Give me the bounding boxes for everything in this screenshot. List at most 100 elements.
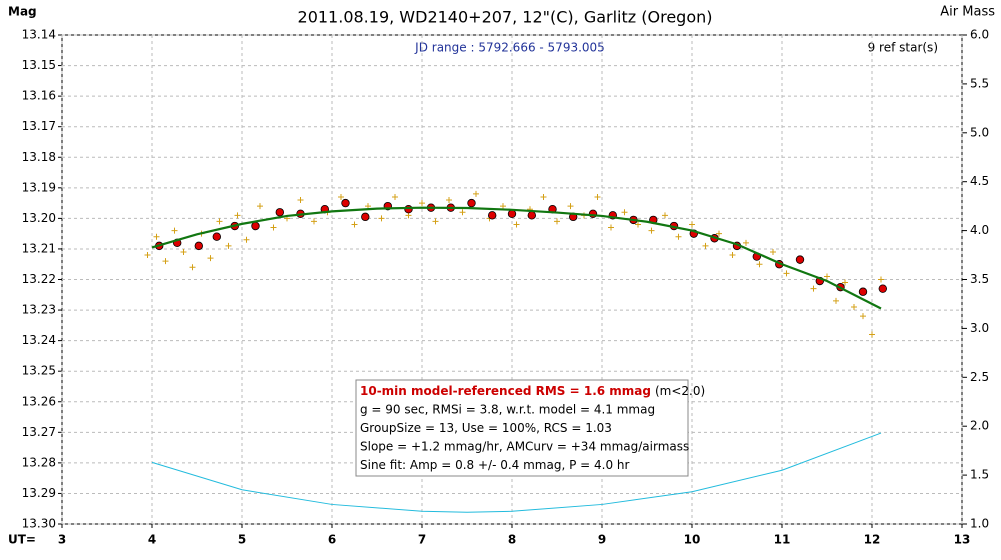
plus-point bbox=[513, 221, 520, 228]
plus-point bbox=[756, 261, 763, 268]
subtitle: JD range : 5792.666 - 5793.005 bbox=[414, 41, 605, 55]
plus-point bbox=[540, 193, 547, 200]
plus-point bbox=[270, 224, 277, 231]
plus-point bbox=[378, 215, 385, 222]
point bbox=[795, 255, 805, 264]
point bbox=[527, 211, 536, 220]
annotation-line: Sine fit: Amp = 0.8 +/- 0.4 mmag, P = 4.… bbox=[360, 458, 630, 472]
y-tick-label: 13.16 bbox=[22, 89, 56, 103]
plus-point bbox=[689, 221, 695, 228]
annotation-line: g = 90 sec, RMSi = 3.8, w.r.t. model = 4… bbox=[360, 403, 655, 417]
plus-point bbox=[144, 252, 151, 259]
plus-point bbox=[162, 258, 169, 265]
x-tick-label: 12 bbox=[864, 533, 881, 547]
x-tick-label: 13 bbox=[954, 533, 971, 547]
plus-point bbox=[851, 304, 857, 311]
plus-point bbox=[824, 273, 830, 280]
y2-tick-label: 3.5 bbox=[970, 272, 989, 286]
plus-point bbox=[869, 331, 875, 338]
line bbox=[151, 432, 882, 513]
plus-point bbox=[675, 233, 682, 240]
chart-title: 2011.08.19, WD2140+207, 12"(C), Garlitz … bbox=[298, 8, 713, 27]
point bbox=[878, 284, 887, 293]
plus-point bbox=[243, 236, 250, 243]
y-axis-label: Mag bbox=[8, 5, 37, 19]
y-tick-label: 13.20 bbox=[22, 211, 56, 225]
headline: 10-min model-referenced RMS = 1.6 mmag bbox=[360, 384, 651, 398]
x-tick-label: 4 bbox=[148, 533, 156, 547]
x-tick-label: 8 bbox=[508, 533, 516, 547]
y2-tick-label: 5.5 bbox=[970, 76, 989, 90]
plus-point bbox=[257, 203, 263, 210]
y-tick-label: 13.24 bbox=[22, 333, 56, 347]
y-tick-label: 13.15 bbox=[22, 58, 56, 72]
point bbox=[251, 221, 260, 231]
y2-tick-label: 2.0 bbox=[970, 419, 989, 433]
x-tick-label: 6 bbox=[328, 533, 336, 547]
plus-point bbox=[860, 313, 866, 320]
point bbox=[404, 205, 413, 214]
plus-point bbox=[171, 227, 178, 234]
y2-tick-label: 2.5 bbox=[970, 370, 989, 384]
y-tick-label: 13.18 bbox=[22, 150, 56, 164]
x-tick-label: 11 bbox=[774, 533, 791, 547]
plus-point bbox=[459, 209, 466, 216]
y-tick-label: 13.22 bbox=[22, 272, 56, 286]
plus-point bbox=[180, 248, 187, 255]
ref-note: 9 ref star(s) bbox=[868, 41, 938, 55]
plus-point bbox=[446, 197, 452, 204]
plus-point bbox=[594, 193, 601, 200]
plus-point bbox=[554, 218, 560, 225]
plus-point bbox=[216, 218, 223, 225]
plus-point bbox=[234, 212, 241, 219]
y-tick-label: 13.17 bbox=[22, 119, 56, 133]
plus-point bbox=[153, 233, 160, 240]
y-tick-label: 13.27 bbox=[22, 425, 56, 439]
y2-tick-label: 1.0 bbox=[970, 517, 989, 531]
point bbox=[275, 208, 284, 217]
x-axis-label: UT= bbox=[8, 533, 36, 547]
y2-tick-label: 6.0 bbox=[970, 28, 989, 42]
point bbox=[488, 211, 497, 220]
point bbox=[858, 287, 868, 296]
plus-point bbox=[833, 297, 839, 304]
plus-point bbox=[297, 197, 304, 204]
plus-point bbox=[392, 193, 398, 200]
y-tick-label: 13.21 bbox=[22, 241, 56, 255]
plus-point bbox=[729, 252, 736, 259]
x-tick-label: 10 bbox=[684, 533, 701, 547]
plus-point bbox=[419, 200, 425, 207]
y2-tick-label: 3.0 bbox=[970, 321, 989, 335]
x-tick-label: 3 bbox=[58, 533, 66, 547]
plus-point bbox=[621, 209, 628, 216]
y-tick-label: 13.23 bbox=[22, 303, 56, 317]
point bbox=[361, 212, 370, 222]
y-tick-label: 13.19 bbox=[22, 180, 56, 194]
plus-point bbox=[783, 270, 790, 277]
plus-point bbox=[189, 264, 196, 271]
plus-point bbox=[702, 242, 709, 249]
y-tick-label: 13.29 bbox=[22, 486, 56, 500]
y2-tick-label: 4.0 bbox=[970, 223, 989, 237]
annotation-box bbox=[355, 379, 689, 477]
headline-note: (m<2.0) bbox=[655, 384, 705, 398]
line bbox=[151, 206, 882, 310]
point bbox=[467, 198, 476, 208]
plus-point bbox=[473, 190, 479, 197]
annotation-line: Slope = +1.2 mmag/hr, AMCurv = +34 mmag/… bbox=[360, 440, 689, 454]
y-tick-label: 13.26 bbox=[22, 394, 56, 408]
plus-point bbox=[432, 218, 439, 225]
plus-point bbox=[743, 239, 749, 246]
point bbox=[507, 209, 517, 218]
x-tick-label: 7 bbox=[418, 533, 426, 547]
y2-axis-label: Air Mass bbox=[940, 5, 995, 20]
plus-point bbox=[567, 203, 574, 210]
point bbox=[212, 232, 221, 241]
plus-point bbox=[351, 221, 358, 228]
plus-point bbox=[207, 255, 214, 262]
plus-point bbox=[662, 212, 668, 219]
y-tick-label: 13.25 bbox=[22, 364, 56, 378]
y-tick-label: 13.28 bbox=[22, 455, 56, 469]
plus-point bbox=[500, 203, 506, 210]
